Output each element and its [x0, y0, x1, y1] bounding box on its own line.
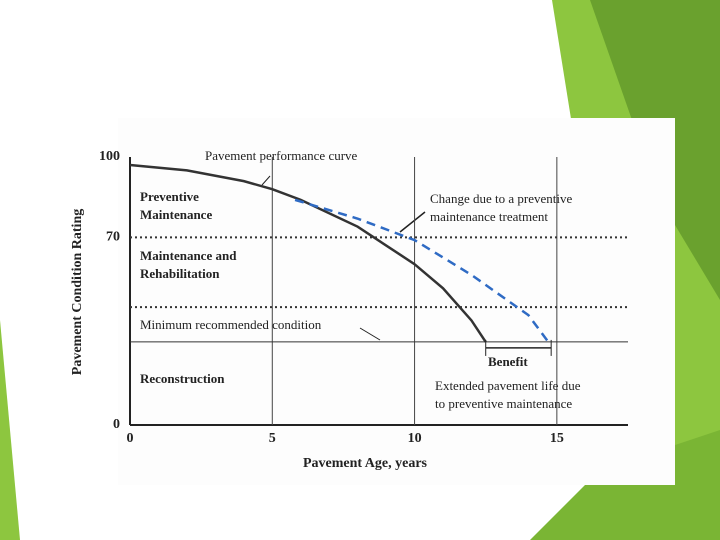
annotation: Minimum recommended condition — [140, 317, 322, 332]
annotation: Preventive — [140, 189, 199, 204]
x-tick-label: 0 — [127, 431, 134, 446]
x-tick-label: 5 — [269, 431, 276, 446]
annotation: maintenance treatment — [430, 209, 548, 224]
annotation: Pavement performance curve — [205, 148, 358, 163]
annotation: Rehabilitation — [140, 266, 220, 281]
annotation: to preventive maintenance — [435, 396, 572, 411]
annotation: Extended pavement life due — [435, 378, 581, 393]
annotation: Maintenance and — [140, 248, 237, 263]
annotation: Change due to a preventive — [430, 191, 572, 206]
arrow — [359, 327, 381, 341]
annotation: Maintenance — [140, 207, 212, 222]
y-tick-label: 100 — [99, 149, 120, 164]
series-line — [129, 163, 487, 343]
annotation: Reconstruction — [140, 371, 225, 386]
y-axis-label: Pavement Condition Rating — [70, 209, 85, 375]
x-tick-label: 10 — [408, 431, 422, 446]
annotation: Benefit — [488, 354, 528, 369]
chart-image — [118, 118, 675, 485]
arrow — [261, 175, 271, 186]
x-axis-label: Pavement Age, years — [303, 456, 428, 471]
y-tick-label: 0 — [113, 417, 120, 432]
slide-decoration — [0, 320, 20, 540]
y-tick-label: 70 — [106, 230, 120, 245]
x-tick-label: 15 — [550, 431, 564, 446]
arrow — [399, 211, 426, 233]
